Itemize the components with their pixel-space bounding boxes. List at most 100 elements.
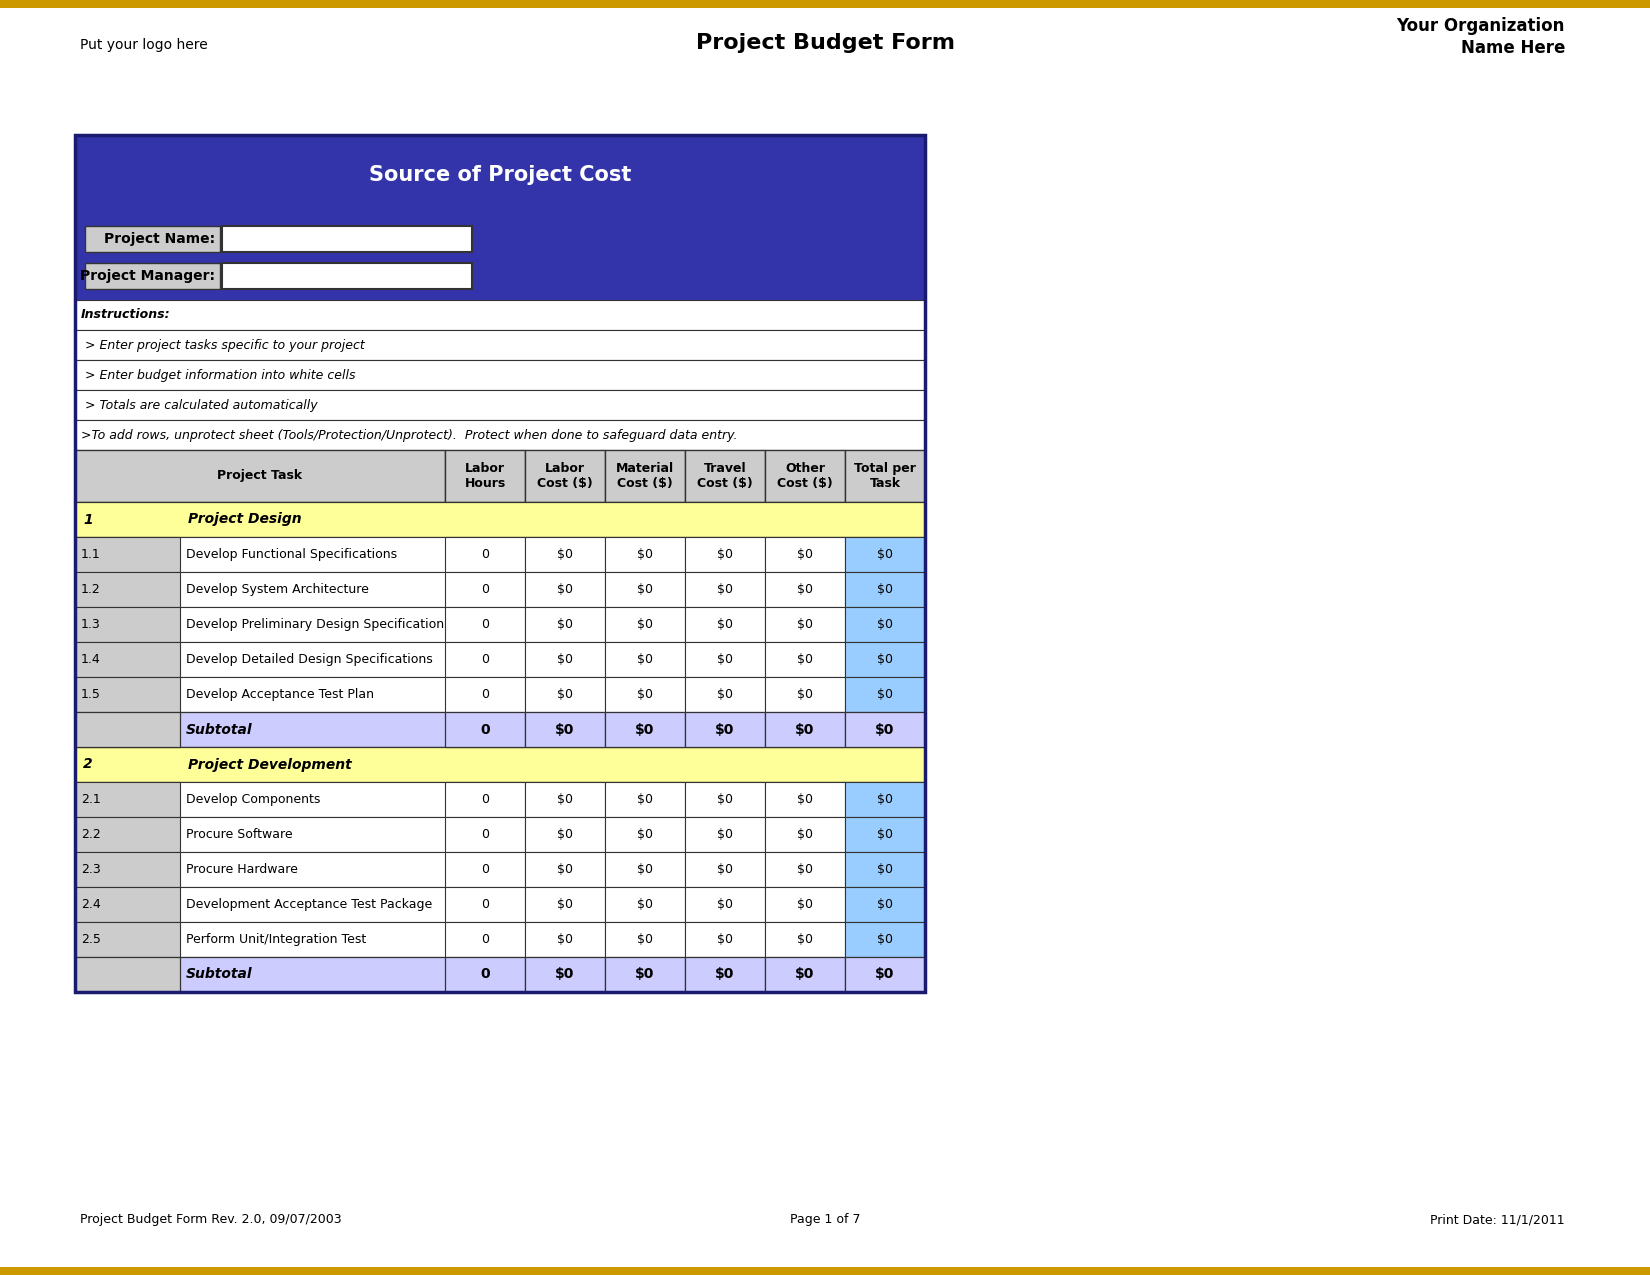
Bar — [74, 887, 180, 922]
Text: 0: 0 — [482, 863, 488, 876]
Bar — [74, 711, 180, 747]
Text: $0: $0 — [556, 723, 574, 737]
Bar — [845, 922, 926, 958]
Bar — [74, 419, 926, 450]
Text: Subtotal: Subtotal — [186, 968, 252, 982]
Bar — [86, 226, 219, 251]
Bar — [74, 360, 926, 390]
Text: 0: 0 — [482, 688, 488, 701]
Text: $0: $0 — [718, 898, 733, 912]
Text: Develop System Architecture: Develop System Architecture — [186, 583, 370, 595]
Text: $0: $0 — [637, 548, 653, 561]
Bar — [446, 922, 525, 958]
Text: $0: $0 — [878, 898, 893, 912]
Text: $0: $0 — [878, 583, 893, 595]
Bar — [525, 817, 606, 852]
Bar — [845, 887, 926, 922]
Text: Subtotal: Subtotal — [186, 723, 252, 737]
Text: $0: $0 — [635, 968, 655, 982]
Text: 2: 2 — [82, 757, 92, 771]
Bar — [74, 782, 180, 817]
Text: 0: 0 — [482, 618, 488, 631]
Bar — [74, 643, 926, 677]
Text: 2.3: 2.3 — [81, 863, 101, 876]
Bar — [525, 607, 606, 643]
Text: $0: $0 — [637, 933, 653, 946]
Bar — [685, 677, 766, 711]
Text: Page 1 of 7: Page 1 of 7 — [790, 1214, 860, 1227]
Text: 2.2: 2.2 — [81, 827, 101, 842]
Text: $0: $0 — [797, 583, 813, 595]
Bar — [766, 607, 845, 643]
Text: 1.3: 1.3 — [81, 618, 101, 631]
Text: > Enter project tasks specific to your project: > Enter project tasks specific to your p… — [81, 338, 365, 352]
Bar — [845, 643, 926, 677]
Bar — [606, 958, 685, 992]
Bar — [766, 852, 845, 887]
Bar — [525, 782, 606, 817]
Text: Project Design: Project Design — [188, 513, 302, 527]
Text: > Enter budget information into white cells: > Enter budget information into white ce… — [81, 368, 355, 381]
Text: 1.5: 1.5 — [81, 688, 101, 701]
Bar — [606, 607, 685, 643]
Text: $0: $0 — [637, 618, 653, 631]
Text: $0: $0 — [558, 688, 573, 701]
Bar — [74, 537, 926, 572]
Bar — [74, 677, 180, 711]
Bar — [74, 643, 180, 677]
Text: $0: $0 — [558, 793, 573, 806]
Text: 0: 0 — [482, 548, 488, 561]
Text: $0: $0 — [797, 898, 813, 912]
Text: Labor
Cost ($): Labor Cost ($) — [538, 462, 592, 490]
Bar — [74, 502, 926, 537]
Text: Material
Cost ($): Material Cost ($) — [615, 462, 675, 490]
Text: Project Development: Project Development — [188, 757, 351, 771]
Bar — [766, 572, 845, 607]
Text: $0: $0 — [637, 688, 653, 701]
Bar — [685, 817, 766, 852]
Text: $0: $0 — [635, 723, 655, 737]
Bar — [446, 450, 525, 502]
Bar — [525, 852, 606, 887]
Text: Develop Functional Specifications: Develop Functional Specifications — [186, 548, 398, 561]
Bar — [845, 817, 926, 852]
Text: Project Budget Form Rev. 2.0, 09/07/2003: Project Budget Form Rev. 2.0, 09/07/2003 — [79, 1214, 342, 1227]
Bar — [74, 300, 926, 330]
Bar — [74, 747, 926, 782]
Bar — [766, 782, 845, 817]
Text: $0: $0 — [718, 653, 733, 666]
Bar — [446, 711, 525, 747]
Bar — [74, 817, 180, 852]
Bar — [606, 922, 685, 958]
Text: Labor
Hours: Labor Hours — [464, 462, 505, 490]
Text: $0: $0 — [878, 618, 893, 631]
Bar — [525, 572, 606, 607]
Text: $0: $0 — [797, 653, 813, 666]
Text: $0: $0 — [637, 653, 653, 666]
Bar — [74, 958, 926, 992]
Bar — [0, 1267, 1650, 1275]
Text: $0: $0 — [878, 548, 893, 561]
Bar — [446, 782, 525, 817]
Text: $0: $0 — [718, 827, 733, 842]
Bar — [86, 263, 219, 289]
Text: Project Manager:: Project Manager: — [79, 269, 214, 283]
Bar — [685, 922, 766, 958]
Bar — [446, 607, 525, 643]
Text: 1: 1 — [82, 513, 92, 527]
Bar — [74, 922, 180, 958]
Text: Other
Cost ($): Other Cost ($) — [777, 462, 833, 490]
Text: $0: $0 — [797, 933, 813, 946]
Bar — [606, 817, 685, 852]
Bar — [606, 643, 685, 677]
Bar — [74, 887, 926, 922]
Text: $0: $0 — [718, 933, 733, 946]
Bar — [766, 958, 845, 992]
Bar — [74, 450, 446, 502]
Bar — [845, 677, 926, 711]
Bar — [606, 852, 685, 887]
Text: $0: $0 — [797, 793, 813, 806]
Text: $0: $0 — [718, 583, 733, 595]
Bar — [74, 958, 180, 992]
Text: $0: $0 — [637, 898, 653, 912]
